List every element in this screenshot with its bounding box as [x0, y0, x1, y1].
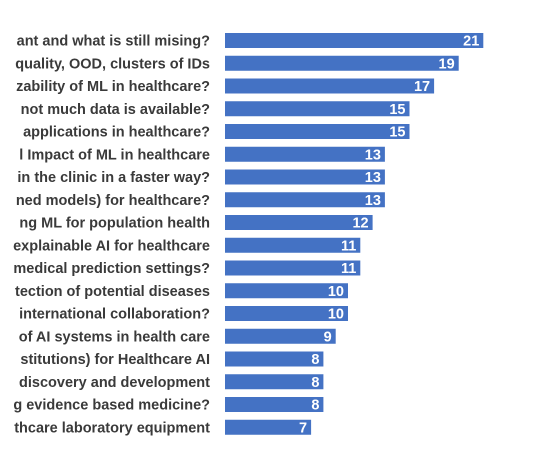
category-label: international collaboration?: [19, 307, 210, 323]
category-label: explainable AI for healthcare: [13, 238, 210, 254]
bar: [225, 283, 348, 299]
category-label: g evidence based medicine?: [13, 398, 210, 414]
bar: [225, 146, 385, 162]
value-label: 10: [328, 284, 344, 300]
category-label: medical prediction settings?: [13, 261, 210, 277]
bar: [225, 215, 373, 230]
category-label: tection of potential diseases: [15, 284, 210, 300]
bar: [225, 260, 361, 276]
value-label: 13: [365, 147, 381, 163]
value-label: 10: [328, 307, 344, 323]
bar: [225, 169, 385, 185]
bar: [225, 397, 324, 412]
category-labels: ant and what is still mising? quality, OO…: [13, 34, 210, 437]
value-label: 11: [341, 238, 356, 254]
category-label: stitutions) for Healthcare AI: [20, 352, 210, 368]
bars: [225, 33, 484, 435]
value-label: 19: [439, 56, 455, 72]
category-label: ng ML for population health: [19, 216, 210, 232]
category-label: ned models) for healthcare?: [16, 193, 210, 209]
bar: [225, 33, 484, 48]
bar: [225, 101, 410, 117]
category-label: quality, OOD, clusters of IDs: [15, 56, 210, 72]
category-label: thcare laboratory equipment: [14, 420, 210, 436]
value-label: 15: [389, 102, 405, 118]
category-label: not much data is available?: [21, 102, 210, 118]
bar: [225, 328, 336, 344]
category-label: zability of ML in healthcare?: [16, 79, 210, 95]
value-label: 8: [311, 375, 319, 391]
category-label: discovery and development: [19, 375, 210, 391]
category-label: ant and what is still mising?: [17, 34, 210, 50]
bar: [225, 78, 435, 94]
value-label: 9: [324, 329, 332, 345]
value-label: 12: [352, 216, 368, 232]
value-label: 11: [341, 261, 356, 277]
bar: [225, 306, 348, 321]
bar: [225, 351, 324, 367]
category-label: applications in healthcare?: [23, 125, 210, 141]
value-label: 13: [365, 170, 381, 186]
bar: [225, 419, 312, 435]
value-label: 13: [365, 193, 381, 209]
value-label: 7: [299, 420, 307, 436]
category-label: of AI systems in health care: [19, 329, 210, 345]
value-label: 21: [463, 34, 479, 50]
category-label: in the clinic in a faster way?: [17, 170, 210, 186]
category-label: l Impact of ML in healthcare: [19, 147, 210, 163]
bar: [225, 192, 385, 208]
bar: [225, 237, 361, 253]
bar: [225, 374, 324, 390]
value-label: 8: [311, 352, 319, 368]
bar: [225, 55, 459, 71]
value-label: 8: [311, 398, 319, 414]
bar: [225, 124, 410, 139]
value-label: 17: [414, 79, 430, 95]
value-label: 15: [389, 125, 405, 141]
